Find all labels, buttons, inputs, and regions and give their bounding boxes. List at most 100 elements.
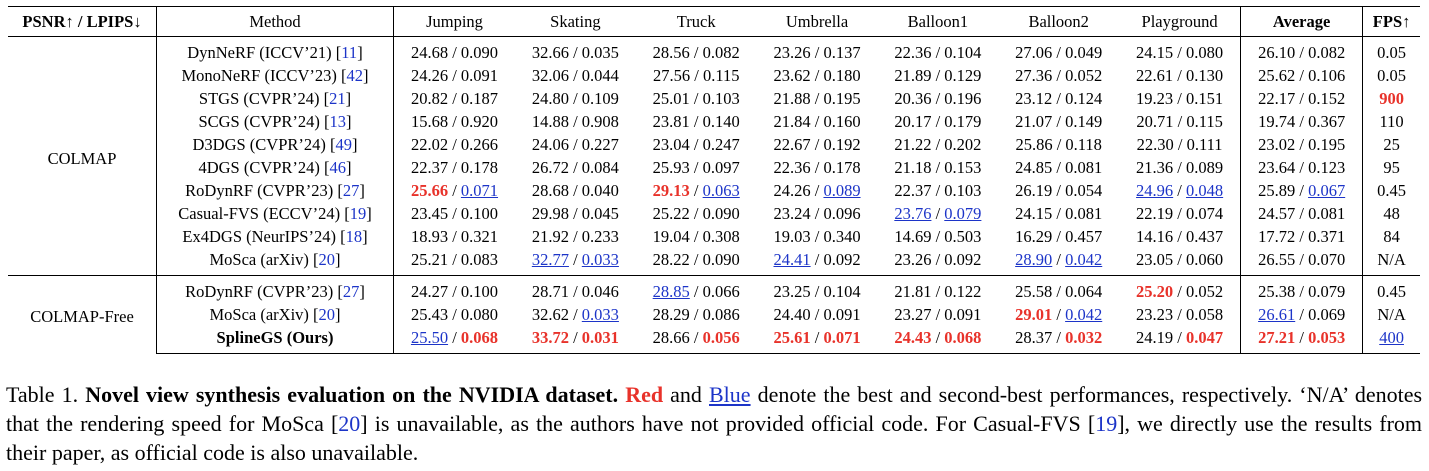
method-name: MoSca (arXiv) [ (209, 305, 319, 324)
citation-bracket: ] (357, 43, 363, 62)
lpips-value: 0.033 (581, 250, 619, 269)
metric-cell: 20.82 / 0.187 (394, 87, 515, 110)
citation-link[interactable]: 18 (345, 227, 363, 246)
caption-blue-word[interactable]: Blue (709, 382, 751, 407)
metric-cell: 28.66 / 0.056 (635, 326, 757, 354)
psnr-value: 27.06 (1015, 43, 1053, 62)
lpips-value: 0.091 (460, 66, 499, 85)
method-cell: Ex4DGS (NeurIPS’24) [18] (156, 225, 394, 248)
lpips-value: 0.048 (1186, 181, 1224, 200)
metric-cell: 25.86 / 0.118 (998, 133, 1119, 156)
value-separator: / (689, 89, 703, 108)
table-row: SCGS (CVPR’24) [13] 15.68 / 0.920 14.88 / … (8, 110, 1420, 133)
psnr-value: 22.17 (1258, 89, 1296, 108)
psnr-value: 32.66 (531, 43, 569, 62)
citation-bracket: ] (346, 112, 352, 131)
psnr-value: 32.77 (531, 250, 569, 269)
fps-value: N/A (1377, 305, 1406, 324)
citation-link[interactable]: 11 (341, 43, 358, 62)
lpips-value: 0.091 (823, 305, 861, 324)
value-separator: / (448, 328, 461, 347)
lpips-value: 0.089 (1186, 158, 1224, 177)
lpips-value: 0.089 (823, 181, 861, 200)
lpips-value: 0.195 (1308, 135, 1346, 154)
citation-link[interactable]: 20 (338, 411, 361, 436)
lpips-value: 0.192 (823, 135, 861, 154)
lpips-value: 0.049 (1065, 43, 1103, 62)
lpips-value: 0.109 (581, 89, 619, 108)
metric-cell: 29.13 / 0.063 (636, 179, 757, 202)
value-separator: / (1052, 282, 1066, 301)
citation-link[interactable]: 42 (346, 66, 364, 85)
value-separator: / (1052, 66, 1066, 85)
caption-label: Table 1. (6, 382, 79, 407)
method-name: MonoNeRF (ICCV’23) [ (181, 66, 347, 85)
value-separator: / (568, 135, 582, 154)
value-separator: / (1173, 112, 1187, 131)
psnr-value: 24.40 (773, 305, 811, 324)
value-separator: / (810, 250, 824, 269)
value-separator: / (689, 43, 703, 62)
table-row: SplineGS (Ours) 25.50 / 0.068 33.72 / 0.03… (8, 326, 1420, 354)
metric-cell: 32.06 / 0.044 (515, 64, 636, 87)
psnr-value: 24.27 (410, 282, 449, 301)
metric-cell: 19.23 / 0.151 (1119, 87, 1240, 110)
value-separator: / (810, 227, 824, 246)
value-separator: / (1295, 181, 1309, 200)
value-separator: / (448, 250, 461, 269)
value-separator: / (568, 158, 582, 177)
citation-link[interactable]: 20 (318, 305, 336, 324)
average-cell: 25.38 / 0.079 (1240, 275, 1364, 303)
metric-cell: 26.72 / 0.084 (515, 156, 636, 179)
citation-link[interactable]: 27 (342, 282, 360, 301)
table-row: STGS (CVPR’24) [21] 20.82 / 0.187 24.80 / … (8, 87, 1420, 110)
lpips-value: 0.031 (581, 328, 619, 347)
psnr-value: 24.96 (1136, 181, 1174, 200)
value-separator: / (810, 135, 824, 154)
method-cell: D3DGS (CVPR’24) [49] (156, 133, 394, 156)
fps-cell: 0.45 (1363, 179, 1420, 202)
psnr-value: 26.55 (1258, 250, 1296, 269)
metric-cell: 15.68 / 0.920 (394, 110, 515, 133)
lpips-value: 0.140 (702, 112, 740, 131)
citation-link[interactable]: 49 (335, 135, 353, 154)
psnr-value: 23.27 (894, 305, 932, 324)
value-separator: / (931, 158, 945, 177)
value-separator: / (1173, 66, 1187, 85)
psnr-value: 24.41 (773, 250, 811, 269)
citation-link[interactable]: 46 (329, 158, 347, 177)
citation-link[interactable]: 20 (318, 250, 336, 269)
lpips-value: 0.178 (823, 158, 861, 177)
citation-link[interactable]: 27 (342, 181, 360, 200)
metric-cell: 27.36 / 0.052 (998, 64, 1119, 87)
lpips-value: 0.081 (1065, 204, 1103, 223)
fps-value: 0.05 (1377, 43, 1407, 62)
value-separator: / (448, 282, 461, 301)
fps-cell: 48 (1363, 202, 1420, 225)
caption-text: ], we directly use the results from thei… (6, 411, 1423, 465)
value-separator: / (1295, 89, 1309, 108)
value-separator: / (568, 89, 582, 108)
lpips-value: 0.178 (460, 158, 499, 177)
value-separator: / (1295, 227, 1309, 246)
psnr-value: 23.02 (1258, 135, 1296, 154)
value-separator: / (1052, 250, 1066, 269)
value-separator: / (568, 250, 582, 269)
psnr-value: 28.85 (652, 282, 690, 301)
lpips-value: 0.033 (581, 305, 619, 324)
lpips-value: 0.046 (581, 282, 619, 301)
metric-cell: 25.66 / 0.071 (394, 179, 515, 202)
psnr-value: 28.66 (652, 328, 690, 347)
average-header: Average (1240, 6, 1364, 37)
metric-cell: 32.66 / 0.035 (515, 37, 636, 65)
method-cell: RoDynRF (CVPR’23) [27] (156, 275, 394, 303)
citation-link[interactable]: 19 (1095, 411, 1118, 436)
citation-link[interactable]: 19 (349, 204, 367, 223)
value-separator: / (810, 305, 824, 324)
citation-bracket: ] (366, 204, 372, 223)
method-name: RoDynRF (CVPR’23) [ (185, 181, 343, 200)
fps-cell: 95 (1363, 156, 1420, 179)
psnr-value: 28.90 (1015, 250, 1053, 269)
citation-link[interactable]: 21 (329, 89, 346, 108)
citation-link[interactable]: 13 (329, 112, 347, 131)
